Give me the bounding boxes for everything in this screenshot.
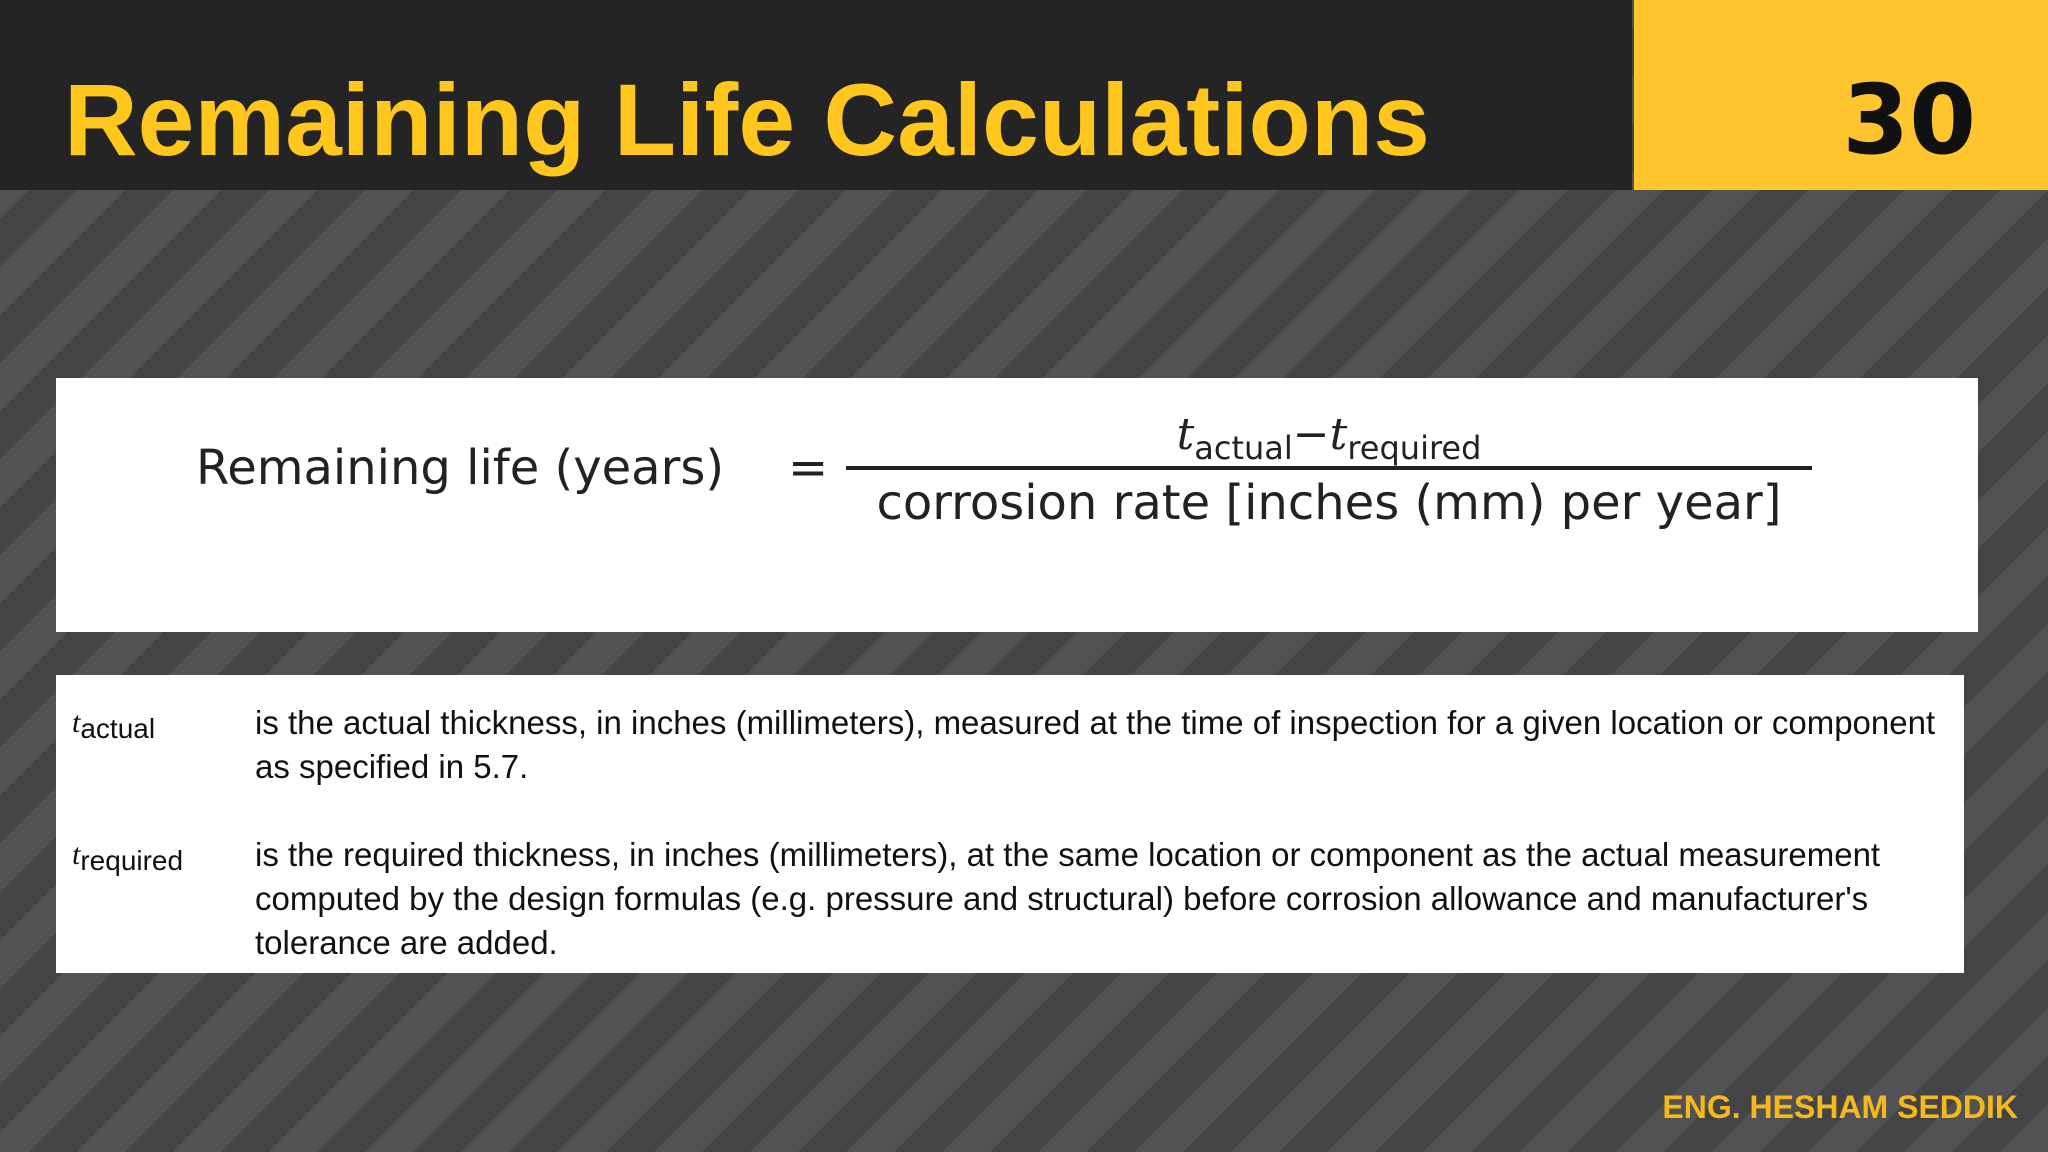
slide-number-box: 30 <box>1634 0 2048 190</box>
definition-symbol: tactual <box>72 701 155 745</box>
slide-title: Remaining Life Calculations <box>64 63 1430 177</box>
symbol-subscript: required <box>80 845 184 876</box>
definitions-panel: tactual is the actual thickness, in inch… <box>56 675 1964 973</box>
symbol-t: t <box>72 838 81 871</box>
definition-symbol: trequired <box>72 833 183 877</box>
slide-number: 30 <box>1842 64 1976 176</box>
definition-text: is the actual thickness, in inches (mill… <box>255 704 1936 785</box>
author-credit: ENG. HESHAM SEDDIK <box>1662 1089 2018 1125</box>
symbol-subscript: actual <box>80 713 156 744</box>
title-bar: Remaining Life Calculations <box>0 0 1632 190</box>
symbol-t: t <box>72 706 81 739</box>
numerator-t-required: t <box>1329 409 1348 460</box>
numerator-t-actual: t <box>1176 409 1195 460</box>
definition-text: is the required thickness, in inches (mi… <box>255 836 1881 961</box>
formula-equals-sign: = <box>788 440 829 496</box>
formula-fraction: tactual−trequired corrosion rate [inches… <box>846 409 1812 531</box>
formula-panel: Remaining life (years) = tactual−trequir… <box>56 378 1978 632</box>
formula-lhs: Remaining life (years) <box>196 440 725 496</box>
fraction-bar <box>846 466 1812 470</box>
numerator-actual-subscript: actual <box>1194 429 1293 467</box>
numerator-minus: − <box>1292 409 1330 460</box>
formula-numerator: tactual−trequired <box>846 409 1812 468</box>
numerator-required-subscript: required <box>1347 429 1482 467</box>
formula-denominator: corrosion rate [inches (mm) per year] <box>876 475 1782 531</box>
